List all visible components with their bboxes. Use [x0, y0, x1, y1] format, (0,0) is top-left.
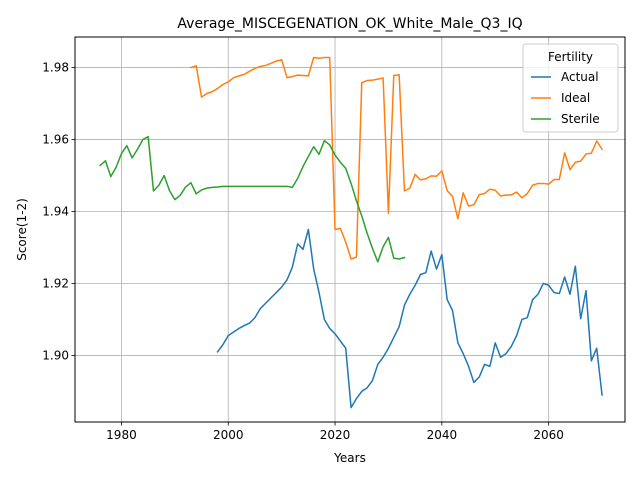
chart-title: Average_MISCEGENATION_OK_White_Male_Q3_I…	[177, 16, 522, 32]
legend-label-sterile: Sterile	[561, 112, 600, 126]
x-tick-label: 1980	[106, 428, 137, 442]
y-tick-label: 1.96	[42, 133, 69, 147]
y-tick-label: 1.92	[42, 276, 69, 290]
legend-label-ideal: Ideal	[561, 91, 590, 105]
legend-label-actual: Actual	[561, 70, 599, 84]
y-tick-label: 1.94	[42, 205, 69, 219]
legend-title: Fertility	[548, 50, 593, 64]
y-tick-label: 1.98	[42, 61, 69, 75]
y-axis-label: Score(1-2)	[15, 198, 29, 261]
x-tick-label: 2000	[213, 428, 244, 442]
x-tick-label: 2060	[533, 428, 564, 442]
x-axis-label: Years	[333, 451, 366, 465]
legend: Fertility Actual Ideal Sterile	[523, 44, 618, 132]
x-tick-label: 2020	[320, 428, 351, 442]
y-tick-label: 1.90	[42, 348, 69, 362]
x-tick-label: 2040	[427, 428, 458, 442]
